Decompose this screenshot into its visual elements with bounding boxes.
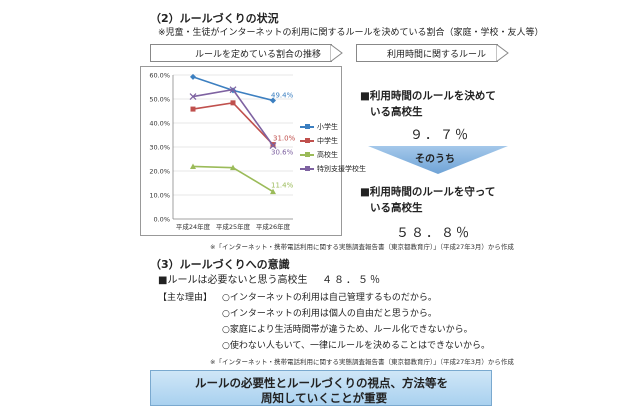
legend-swatch (300, 152, 314, 157)
note-children: ※児童・生徒がインターネットの利用に関するルールを決めている割合（家庭・学校・友… (158, 28, 544, 38)
caption-arrow-icon (330, 44, 343, 62)
source-note-2: ※「インターネット・携帯電話利用に関する実態調査報告書（東京都教育庁）」（平成2… (210, 358, 514, 366)
y-tick-label: 60.0% (149, 72, 170, 80)
legend-swatch (300, 166, 314, 171)
stat2-value: ５８．８％ (396, 226, 472, 241)
data-point (230, 100, 236, 106)
chart-frame: 0.0% 10.0% 20.0% 30.0% 40.0% 50.0% 60.0% 平成24年度… (140, 66, 342, 236)
data-point (229, 86, 237, 94)
series-line (192, 101, 274, 146)
source-note-1: ※「インターネット・携帯電話利用に関する実態調査報告書（東京都教育庁）」（平成2… (210, 243, 514, 251)
data-point (190, 73, 196, 80)
legend-swatch (300, 138, 314, 143)
reason-item: ○家庭により生活時間帯が違うため、ルール化できないから。 (222, 325, 473, 335)
y-tick-label: 40.0% (149, 120, 170, 128)
section-heading-3: （3）ルールづくりへの意識 (150, 258, 290, 271)
legend-item: 小学生 (300, 122, 338, 132)
conclusion-banner: ルールの必要性とルールづくりの視点、方法等を 周知していくことが重要 (150, 370, 492, 406)
x-tick-label: 平成25年度 (216, 222, 251, 231)
data-point (190, 163, 196, 169)
line-chart: 0.0% 10.0% 20.0% 30.0% 40.0% 50.0% 60.0% 平成24年度… (149, 72, 296, 232)
data-label: 11.4% (271, 182, 294, 190)
legend-swatch (300, 124, 314, 129)
stat3-label: ■ルールは必要ないと思う高校生 (158, 275, 308, 286)
data-label: 49.4% (271, 91, 294, 99)
chart-caption-box: ルールを定めている割合の推移 (150, 44, 332, 62)
series-line (192, 165, 274, 193)
data-point (270, 97, 276, 104)
data-point (270, 188, 276, 195)
sonouchi-chevron (368, 146, 508, 174)
y-tick-label: 50.0% (149, 96, 170, 104)
x-tick-label: 平成26年度 (256, 222, 291, 231)
data-label: 30.6% (271, 149, 294, 157)
y-tick-label: 30.0% (149, 144, 170, 152)
y-tick-label: 0.0% (153, 216, 170, 224)
stat2-label-b: いる高校生 (370, 202, 423, 214)
stat1-label-b: いる高校生 (370, 106, 423, 118)
data-point (230, 164, 236, 171)
reason-item: ○使わない人もいて、一律にルールを決めることはできないから。 (222, 341, 490, 351)
reasons-title: 【主な理由】 (158, 293, 213, 303)
chart-caption: ルールを定めている割合の推移 (195, 50, 322, 60)
data-point (189, 93, 197, 101)
x-tick-label: 平成24年度 (176, 222, 211, 231)
reason-item: ○インターネットの利用は個人の自由だと思うから。 (222, 309, 437, 319)
stat2-label-a: ■利用時間のルールを守って (360, 186, 496, 198)
stat3-value: ４８．５％ (322, 275, 382, 286)
y-tick-label: 20.0% (149, 168, 170, 176)
section-heading-2: （2）ルールづくりの状況 (150, 12, 279, 25)
stat1-label-a: ■利用時間のルールを決めて (360, 90, 496, 102)
legend-item: 高校生 (300, 150, 338, 160)
stat1-value: ９．７％ (410, 128, 471, 143)
data-point (190, 106, 196, 112)
legend-item: 中学生 (300, 136, 338, 146)
y-tick-label: 10.0% (149, 192, 170, 200)
arrow-label: そのうち (415, 154, 455, 165)
data-point (269, 142, 277, 149)
reason-item: ○インターネットの利用は自己管理するものだから。 (222, 293, 437, 303)
legend-label: 小学生 (317, 123, 338, 131)
right-caption-box: 利用時間に関するルール (356, 44, 498, 62)
right-caption: 利用時間に関するルール (387, 50, 487, 60)
legend-label: 中学生 (317, 137, 338, 145)
legend-label: 高校生 (317, 151, 338, 159)
legend-label: 特別支援学校生 (317, 165, 366, 173)
data-label: 31.0% (273, 135, 296, 143)
legend-item: 特別支援学校生 (300, 164, 366, 174)
banner-line-2: 周知していくことが重要 (261, 391, 388, 405)
banner-line-1: ルールの必要性とルールづくりの視点、方法等を (195, 376, 448, 390)
right-arrow-icon (496, 44, 509, 62)
